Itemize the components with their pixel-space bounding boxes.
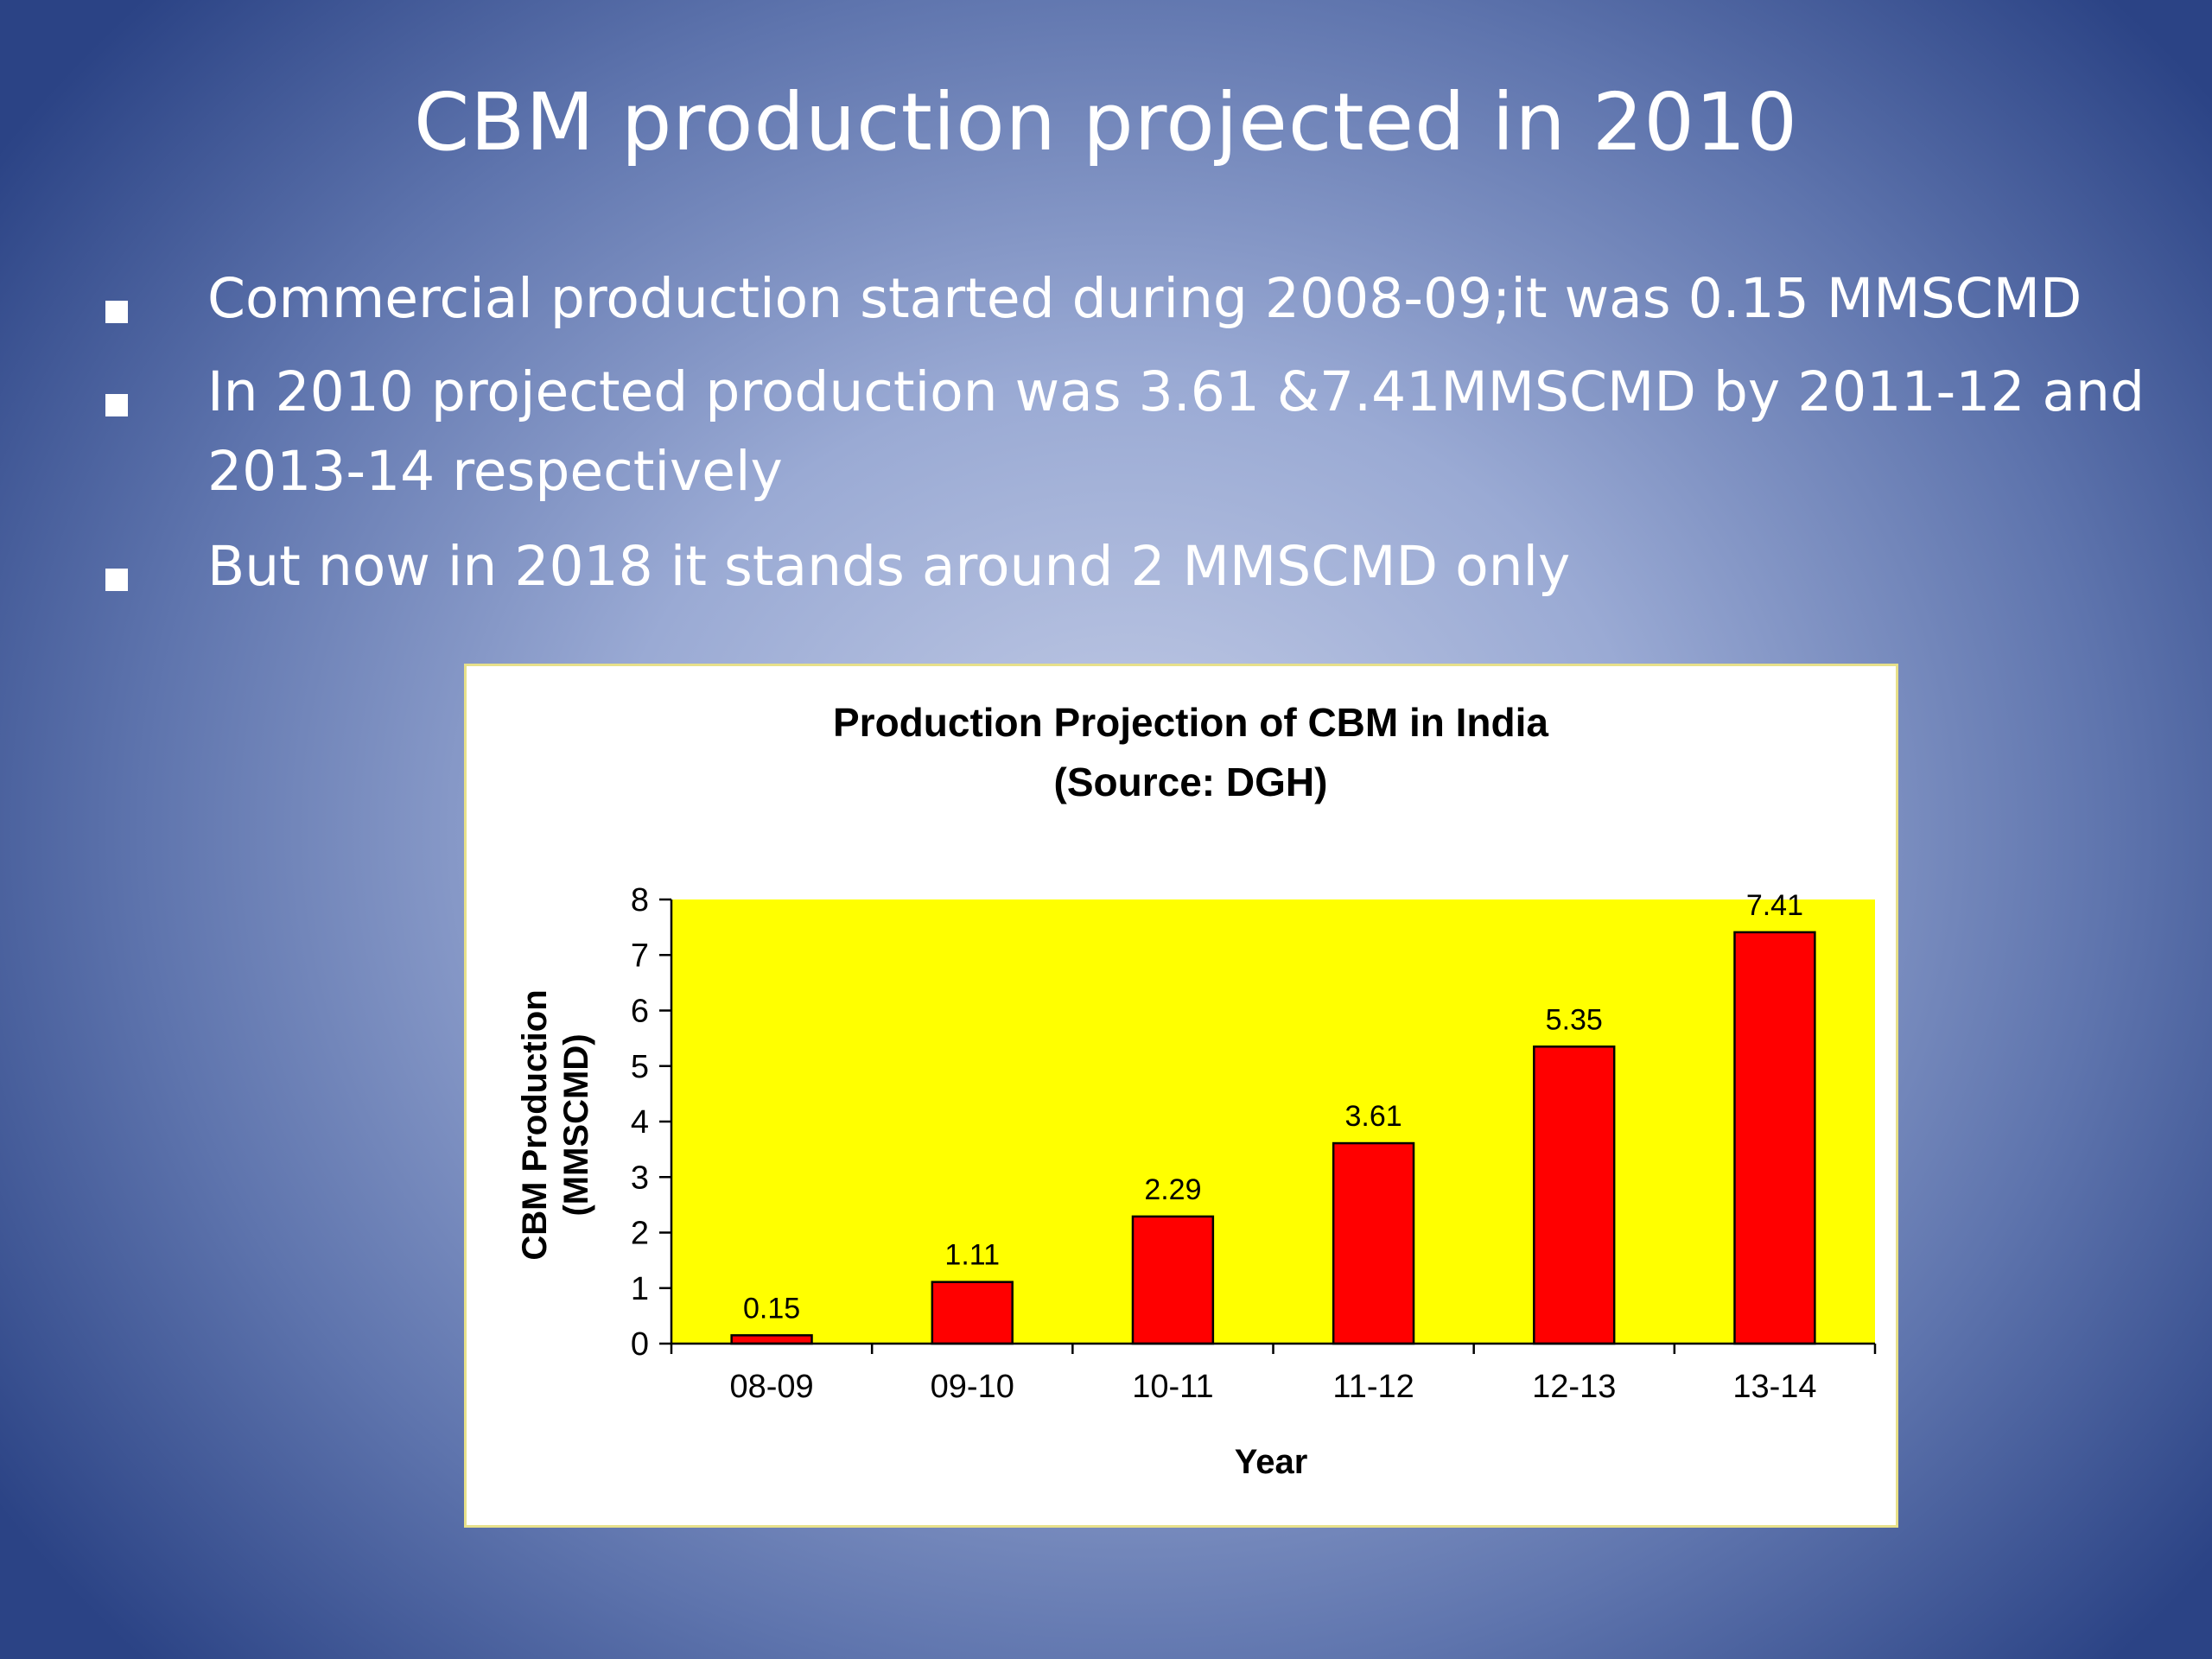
bar-10-11: [1131, 1215, 1215, 1345]
slide-title: CBM production projected in 2010: [413, 76, 1799, 168]
plot-area: [671, 899, 1875, 1344]
square-bullet-icon: [105, 301, 128, 323]
data-label-12-13: 5.35: [1546, 1003, 1603, 1036]
x-tick-label-12-13: 12-13: [1532, 1369, 1616, 1405]
bar-12-13: [1533, 1046, 1616, 1345]
bar-08-09: [730, 1334, 813, 1345]
y-axis-label-line-1: CBM Production: [516, 989, 554, 1260]
y-tick-label: 7: [631, 938, 649, 974]
square-bullet-icon: [105, 569, 128, 591]
bar-13-14: [1733, 931, 1816, 1345]
x-tick-label-13-14: 13-14: [1732, 1369, 1816, 1405]
bar-09-10: [931, 1281, 1014, 1345]
y-tick-label: 4: [631, 1104, 649, 1141]
bullet-text: Commercial production started during 200…: [207, 267, 2082, 330]
data-label-08-09: 0.15: [743, 1292, 800, 1325]
x-tick-label-11-12: 11-12: [1332, 1369, 1414, 1405]
x-tick-label-09-10: 09-10: [931, 1369, 1014, 1405]
y-axis-label-line-2: (MMSCMD): [557, 1033, 595, 1216]
x-tick-label-10-11: 10-11: [1132, 1369, 1213, 1405]
y-tick-label: 2: [631, 1216, 649, 1252]
chart-panel: Production Projection of CBM in India (S…: [464, 664, 1898, 1528]
y-tick-label: 5: [631, 1049, 649, 1085]
x-tick-label-08-09: 08-09: [729, 1369, 813, 1405]
bullet-text: In 2010 projected production was 3.61 &7…: [207, 360, 2145, 503]
bar-chart: Production Projection of CBM in India (S…: [516, 700, 1877, 1481]
y-tick-label: 3: [631, 1160, 649, 1196]
y-tick-label: 8: [631, 882, 649, 918]
data-label-13-14: 7.41: [1746, 889, 1803, 922]
data-label-10-11: 2.29: [1144, 1173, 1201, 1206]
y-tick-label: 6: [631, 994, 649, 1030]
bar-11-12: [1332, 1141, 1415, 1345]
data-label-09-10: 1.11: [944, 1239, 1000, 1272]
data-label-11-12: 3.61: [1344, 1100, 1402, 1133]
x-axis-label: Year: [1235, 1443, 1308, 1481]
chart-title-line-2: (Source: DGH): [1054, 760, 1328, 804]
square-bullet-icon: [105, 394, 128, 416]
y-tick-label: 0: [631, 1326, 649, 1363]
chart-title-line-1: Production Projection of CBM in India: [833, 700, 1548, 745]
bullet-text: But now in 2018 it stands around 2 MMSCM…: [207, 535, 1571, 598]
y-tick-label: 1: [631, 1271, 649, 1307]
